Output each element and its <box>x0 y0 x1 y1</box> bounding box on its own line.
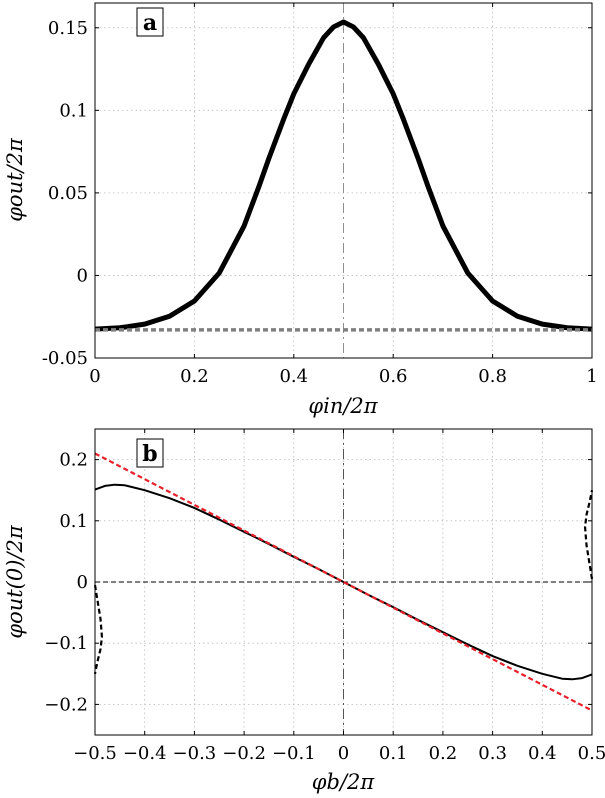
panel-a-tag-box <box>136 7 164 37</box>
y-tick-label: −0.1 <box>44 633 88 654</box>
x-tick-label: 1 <box>586 366 597 387</box>
x-tick-label: 0.2 <box>180 366 209 387</box>
panel-b-ticks: −0.5 −0.4 −0.3 −0.2 −0.1 0 0.1 0.2 0.3 0.4 0.5−0.2… <box>44 429 605 764</box>
y-tick-label: −0.2 <box>44 694 88 715</box>
x-tick-label: 0.4 <box>279 366 308 387</box>
x-tick-label: 0.6 <box>379 366 408 387</box>
panel-b-series <box>93 452 594 712</box>
series-line-solid <box>94 483 593 681</box>
y-tick-label: 0.1 <box>59 511 88 532</box>
x-tick-label: 0 <box>338 743 349 764</box>
x-tick-label: −0.4 <box>123 743 167 764</box>
y-tick-label: -0.05 <box>42 348 88 369</box>
x-tick-label: 0.1 <box>379 743 408 764</box>
series-line-dashed-black-branch <box>583 489 594 580</box>
series-line-dashed-black-branch <box>93 584 104 675</box>
x-tick-label: 0.3 <box>478 743 507 764</box>
panel-a-frame <box>94 2 593 359</box>
x-tick-label: 0 <box>89 366 100 387</box>
panel-a-xlabel: φin/2π <box>308 394 378 418</box>
series-line-dashed-red <box>94 452 593 712</box>
x-tick-label: −0.5 <box>73 743 117 764</box>
y-tick-label: 0.05 <box>48 183 88 204</box>
panel-b-ylabel: φout(0)/2π <box>3 524 27 638</box>
x-tick-label: −0.1 <box>272 743 316 764</box>
panel-a-tag-text: a <box>143 10 157 36</box>
x-tick-label: 0.4 <box>528 743 557 764</box>
x-tick-label: 0.5 <box>578 743 605 764</box>
series-line-solid-thick <box>94 19 593 332</box>
y-tick-label: 0 <box>77 265 88 286</box>
x-tick-label: 0.2 <box>429 743 458 764</box>
panel-a-tag: a <box>136 7 164 37</box>
panel-a-series <box>94 19 593 332</box>
y-tick-label: 0.2 <box>59 450 88 471</box>
y-tick-label: 0.15 <box>48 18 88 39</box>
x-tick-label: −0.3 <box>173 743 217 764</box>
x-tick-label: −0.2 <box>222 743 266 764</box>
panel-b-tag-box <box>136 438 164 468</box>
y-tick-label: 0 <box>77 572 88 593</box>
panel-a-ylabel: φout/2π <box>3 137 27 222</box>
panel-b: −0.5 −0.4 −0.3 −0.2 −0.1 0 0.1 0.2 0.3 0.4 0.5−0.2… <box>3 428 605 794</box>
panel-b-xlabel: φb/2π <box>312 770 376 794</box>
y-tick-label: 0.1 <box>59 100 88 121</box>
panel-b-tag-text: b <box>142 441 157 467</box>
x-tick-label: 0.8 <box>478 366 507 387</box>
panel-b-tag: b <box>136 438 164 468</box>
